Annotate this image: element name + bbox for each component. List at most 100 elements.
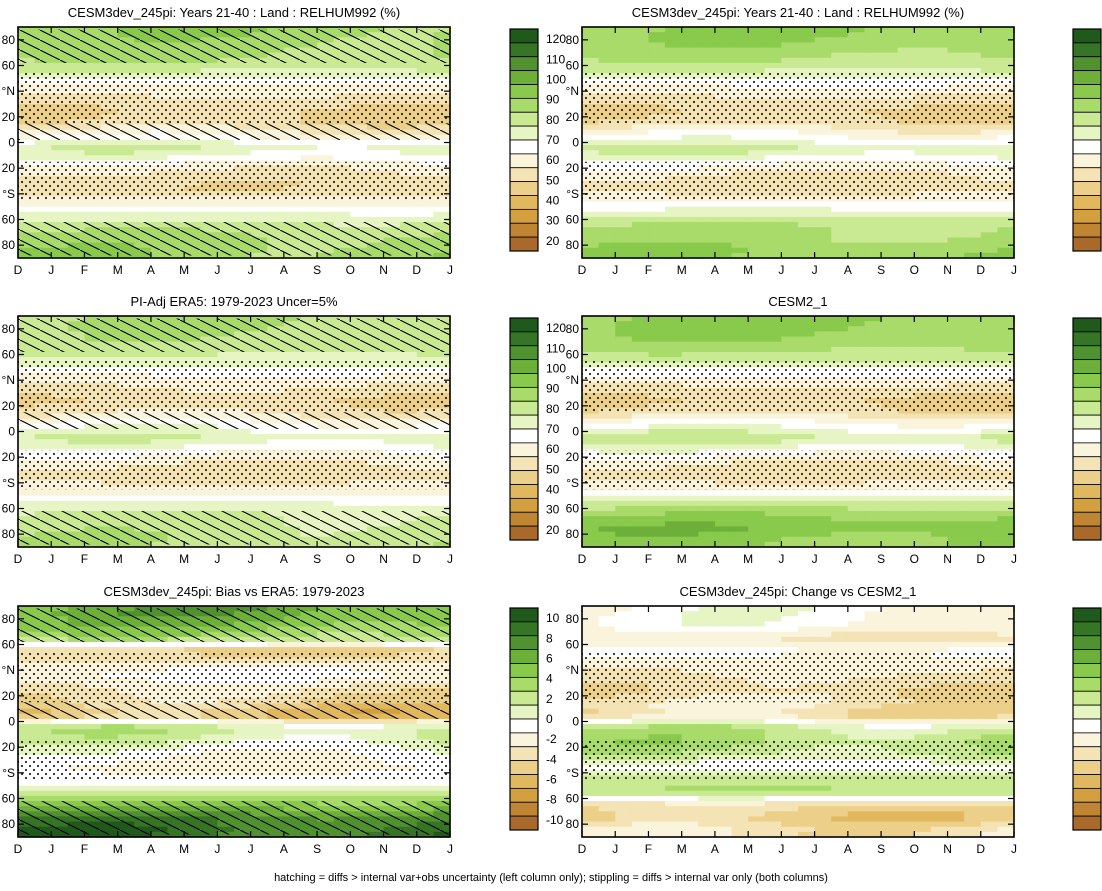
field-cell <box>731 222 749 228</box>
field-cell <box>781 57 799 64</box>
field-cell <box>665 124 683 131</box>
field-cell <box>748 32 766 38</box>
field-cell <box>897 423 915 430</box>
field-cell <box>648 531 666 538</box>
field-cell <box>748 232 766 239</box>
field-cell <box>615 206 633 213</box>
field-cell <box>764 232 782 239</box>
field-cell <box>698 357 716 363</box>
field-cell <box>864 242 882 249</box>
field-cell <box>250 62 268 69</box>
field-cell <box>930 201 949 208</box>
field-cell <box>781 139 799 146</box>
field-cell <box>615 32 633 38</box>
field-cell <box>300 351 318 358</box>
field-cell <box>748 52 766 59</box>
field-cell <box>383 541 401 548</box>
field-cell <box>930 321 949 327</box>
field-cell <box>582 516 600 522</box>
field-cell <box>283 490 302 497</box>
field-cell <box>831 32 849 38</box>
field-cell <box>914 505 932 512</box>
field-cell <box>964 418 982 425</box>
field-cell <box>781 247 799 254</box>
field-cell <box>881 439 899 445</box>
field-cell <box>67 155 86 162</box>
field-cell <box>814 321 832 327</box>
field-cell <box>234 357 252 363</box>
field-cell <box>764 227 782 233</box>
field-cell <box>714 521 733 528</box>
field-cell <box>964 42 982 49</box>
field-cell <box>798 150 816 156</box>
field-cell <box>117 495 135 502</box>
field-cell <box>433 357 451 363</box>
field-cell <box>681 341 699 348</box>
field-cell <box>930 418 949 425</box>
field-cell <box>167 505 185 512</box>
field-cell <box>648 423 666 430</box>
field-cell <box>283 206 302 213</box>
field-cell <box>615 252 633 259</box>
field-cell <box>598 511 616 517</box>
field-cell <box>84 444 102 451</box>
field-cell <box>51 495 69 502</box>
field-cell <box>864 124 882 131</box>
field-cell <box>964 511 982 517</box>
field-cell <box>433 155 451 162</box>
chart-panel-3: PI-Adj ERA5: 1979-2023 Uncer=5%8060°N200… <box>2 294 567 566</box>
field-cell <box>267 211 285 218</box>
field-cell <box>67 428 86 435</box>
field-cell <box>665 326 683 332</box>
field-cell <box>51 444 69 451</box>
field-cell <box>914 129 932 136</box>
field-cell <box>582 134 600 141</box>
field-cell <box>648 252 666 259</box>
field-cell <box>930 222 949 228</box>
field-cell <box>814 206 832 213</box>
field-cell <box>184 505 202 512</box>
field-cell <box>631 27 650 33</box>
field-cell <box>416 500 434 507</box>
field-cell <box>184 500 202 507</box>
field-cell <box>764 531 782 538</box>
field-cell <box>598 418 616 425</box>
field-cell <box>598 536 616 543</box>
field-cell <box>980 206 998 213</box>
field-cell <box>184 155 202 162</box>
field-cell <box>67 216 86 223</box>
field-cell <box>964 495 982 502</box>
field-cell <box>930 247 949 254</box>
field-cell <box>433 145 451 151</box>
x-tick-label: A <box>147 552 155 566</box>
field-cell <box>698 351 716 358</box>
field-cell <box>631 42 650 49</box>
field-cell <box>798 316 816 322</box>
field-cell <box>681 247 699 254</box>
field-cell <box>897 232 915 239</box>
field-cell <box>200 505 218 512</box>
field-cell <box>217 495 235 502</box>
field-cell <box>814 541 832 548</box>
field-cell <box>864 341 882 348</box>
field-cell <box>582 37 600 43</box>
field-cell <box>881 32 899 38</box>
field-cell <box>814 511 832 517</box>
field-cell <box>764 145 782 151</box>
field-cell <box>897 57 915 64</box>
field-cell <box>831 206 849 213</box>
y-tick-label: 60 <box>2 502 16 516</box>
y-tick-label: °N <box>566 84 579 98</box>
x-tick-label: M <box>113 263 123 277</box>
field-cell <box>997 505 1015 512</box>
field-cell <box>665 155 683 162</box>
field-cell <box>964 68 982 74</box>
field-cell <box>648 237 666 244</box>
field-cell <box>964 536 982 543</box>
field-cell <box>881 52 899 59</box>
field-cell <box>51 211 69 218</box>
field-cell <box>864 423 882 430</box>
field-cell <box>184 495 202 502</box>
field-cell <box>864 216 882 223</box>
field-cell <box>814 526 832 533</box>
